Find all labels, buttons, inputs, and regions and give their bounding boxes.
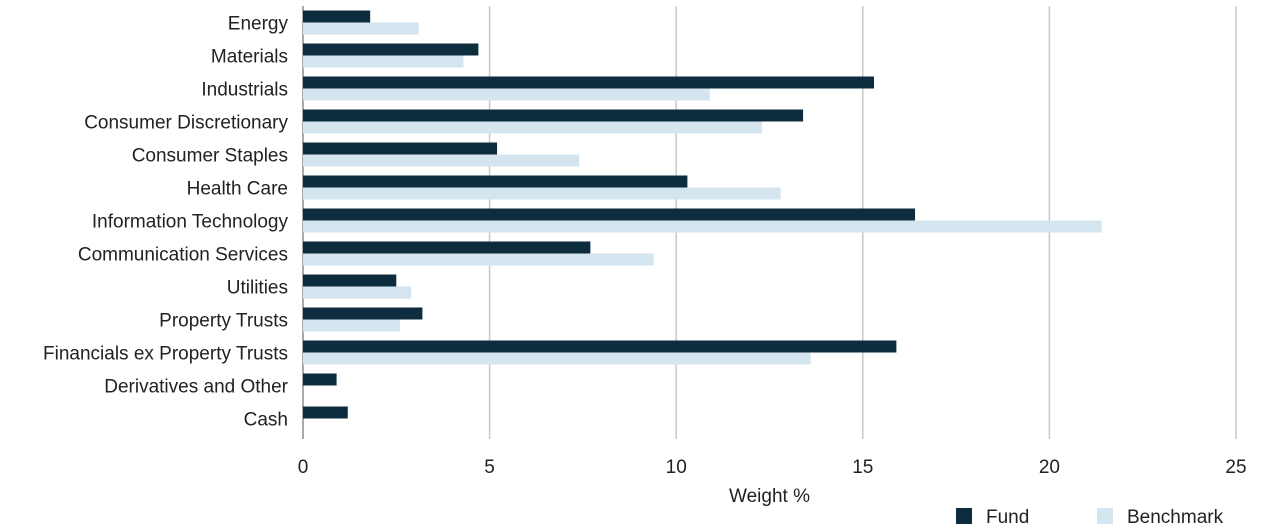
x-tick-labels: 0 5 10 15 20 25 (298, 457, 1247, 478)
x-tick-label: 15 (852, 457, 873, 478)
bar-benchmark (303, 154, 580, 167)
bar-benchmark (303, 55, 464, 68)
category-label: Consumer Discretionary (84, 113, 288, 134)
category-label: Property Trusts (159, 311, 288, 332)
category-label: Information Technology (92, 212, 289, 233)
category-label: Energy (228, 14, 289, 35)
category-label: Consumer Staples (132, 146, 288, 167)
x-axis-title: Weight % (729, 486, 810, 507)
bar-benchmark (303, 88, 710, 101)
bar-fund (303, 10, 371, 23)
x-tick-label: 0 (298, 457, 309, 478)
category-label: Industrials (201, 80, 288, 101)
bar-fund (303, 307, 423, 320)
bar-benchmark (303, 286, 412, 299)
legend-swatch-benchmark (1097, 508, 1113, 524)
bar-fund (303, 175, 688, 188)
bar-fund (303, 142, 498, 155)
x-tick-label: 5 (484, 457, 495, 478)
legend-label-fund: Fund (986, 507, 1029, 528)
bar-fund (303, 208, 916, 221)
bar-fund (303, 241, 591, 254)
bar-fund (303, 274, 397, 287)
bars (303, 10, 1102, 419)
bar-benchmark (303, 220, 1102, 233)
bar-fund (303, 76, 874, 89)
bar-fund (303, 43, 479, 56)
bar-fund (303, 373, 337, 386)
bar-benchmark (303, 22, 419, 35)
category-label: Derivatives and Other (104, 377, 288, 398)
x-tick-label: 10 (666, 457, 687, 478)
category-label: Materials (211, 47, 288, 68)
category-labels: Energy Materials Industrials Consumer Discr… (43, 14, 289, 431)
x-tick-label: 25 (1225, 457, 1246, 478)
x-tick-label: 20 (1039, 457, 1060, 478)
category-label: Cash (244, 410, 288, 431)
bar-benchmark (303, 121, 763, 134)
bar-fund (303, 406, 348, 419)
legend: Fund Benchmark (956, 507, 1224, 528)
category-label: Financials ex Property Trusts (43, 344, 288, 365)
bar-benchmark (303, 352, 811, 365)
bar-benchmark (303, 319, 401, 332)
category-label: Health Care (187, 179, 288, 200)
bar-fund (303, 109, 804, 122)
category-label: Communication Services (78, 245, 288, 266)
legend-swatch-fund (956, 508, 972, 524)
category-label: Utilities (227, 278, 288, 299)
bar-benchmark (303, 253, 654, 266)
bar-benchmark (303, 187, 781, 200)
legend-label-benchmark: Benchmark (1127, 507, 1224, 528)
bar-fund (303, 340, 897, 353)
